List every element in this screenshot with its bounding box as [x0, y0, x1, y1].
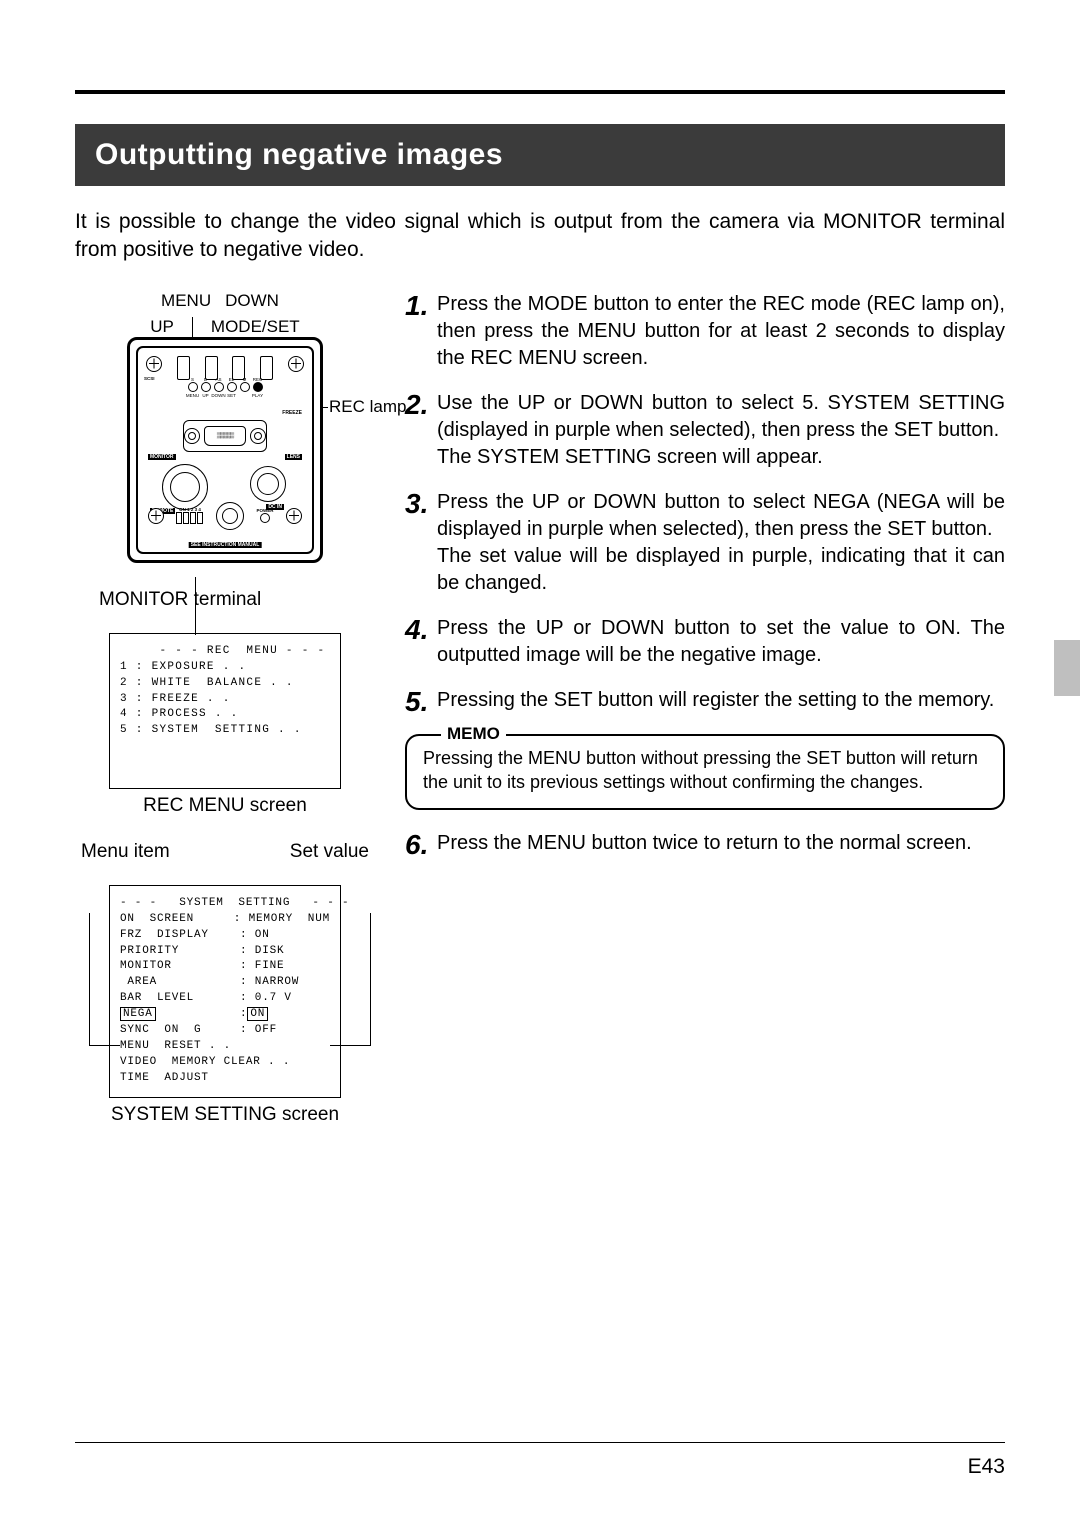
- screw-icon: [286, 508, 302, 524]
- page: Outputting negative images It is possibl…: [0, 0, 1080, 1529]
- label-monitor-terminal: MONITOR terminal: [99, 589, 375, 611]
- rec-menu-screen: - - - REC MENU - - - 1 : EXPOSURE . . 2 …: [109, 633, 341, 789]
- label-down: DOWN: [225, 291, 279, 311]
- label-menu-item: Menu item: [81, 841, 170, 863]
- device-diagram: MENU DOWN UP MODE/SET REC lamp: [75, 291, 375, 611]
- main-columns: MENU DOWN UP MODE/SET REC lamp: [75, 291, 1005, 1126]
- screw-icon: [288, 356, 304, 372]
- step-text: Press the UP or DOWN button to set the v…: [437, 615, 1005, 669]
- right-column: 1Press the MODE button to enter the REC …: [405, 291, 1005, 1126]
- step-number: 3: [405, 490, 437, 597]
- device-labels-top: MENU DOWN UP MODE/SET: [75, 291, 375, 337]
- label-rec-lamp: REC lamp: [329, 397, 406, 417]
- step-text: Use the UP or DOWN button to select 5. S…: [437, 390, 1005, 471]
- system-setting-caption: SYSTEM SETTING screen: [75, 1104, 375, 1126]
- page-number: E43: [968, 1455, 1005, 1478]
- step-number: 6: [405, 831, 437, 859]
- step-number: 2: [405, 391, 437, 471]
- side-tab: [1054, 640, 1080, 696]
- dcin-port-icon: [250, 466, 286, 502]
- label-mode-set: MODE/SET: [211, 317, 300, 337]
- memo-box: MEMOPressing the MENU button without pre…: [405, 734, 1005, 811]
- step: 5Pressing the SET button will register t…: [405, 687, 1005, 716]
- system-setting-wrap: - - - SYSTEM SETTING - - -ON SCREEN: MEM…: [75, 885, 375, 1098]
- step-text: Press the UP or DOWN button to select NE…: [437, 489, 1005, 597]
- step: 3Press the UP or DOWN button to select N…: [405, 489, 1005, 597]
- page-title-bar: Outputting negative images: [75, 124, 1005, 186]
- step: 1Press the MODE button to enter the REC …: [405, 291, 1005, 372]
- step-text: Pressing the SET button will register th…: [437, 687, 1005, 716]
- step-number: 5: [405, 688, 437, 716]
- top-rule: [75, 90, 1005, 94]
- intro-text: It is possible to change the video signa…: [75, 208, 1005, 265]
- rec-menu-caption: REC MENU screen: [75, 795, 375, 817]
- label-up: UP: [150, 317, 174, 337]
- left-column: MENU DOWN UP MODE/SET REC lamp: [75, 291, 375, 1126]
- label-set-value: Set value: [290, 841, 369, 863]
- screw-icon: [146, 356, 162, 372]
- step: 6Press the MENU button twice to return t…: [405, 830, 1005, 859]
- step-text: Press the MENU button twice to return to…: [437, 830, 1005, 859]
- monitor-connector: ▒▒▒▒▒: [183, 420, 267, 452]
- page-footer: E43: [75, 1442, 1005, 1479]
- device-body: SMENU DUP ASDOWN ELSET M RECPLAY SCSI FR…: [127, 337, 323, 563]
- memo-text: Pressing the MENU button without pressin…: [423, 746, 987, 795]
- system-setting-screen: - - - SYSTEM SETTING - - -ON SCREEN: MEM…: [109, 885, 341, 1098]
- step: 4Press the UP or DOWN button to set the …: [405, 615, 1005, 669]
- step-number: 4: [405, 616, 437, 669]
- label-menu: MENU: [161, 291, 211, 311]
- see-manual-label: SEE INSTRUCTION MANUAL: [189, 542, 262, 548]
- step-text: Press the MODE button to enter the REC m…: [437, 291, 1005, 372]
- screw-icon: [148, 508, 164, 524]
- step: 2Use the UP or DOWN button to select 5. …: [405, 390, 1005, 471]
- memo-title: MEMO: [441, 723, 506, 746]
- page-title: Outputting negative images: [95, 138, 503, 171]
- step-number: 1: [405, 292, 437, 372]
